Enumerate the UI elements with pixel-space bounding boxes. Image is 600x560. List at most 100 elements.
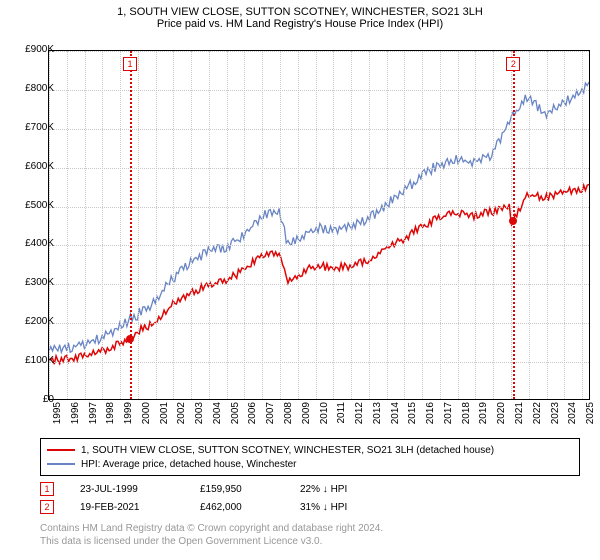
x-axis-label: 2012 — [354, 402, 365, 432]
sale-price: £462,000 — [200, 502, 300, 513]
sale-badge: 2 — [40, 500, 54, 514]
x-axis-label: 2017 — [443, 402, 454, 432]
gridline-vertical — [351, 51, 352, 399]
footer-attribution: Contains HM Land Registry data © Crown c… — [40, 522, 383, 548]
sale-row: 219-FEB-2021£462,00031% ↓ HPI — [40, 498, 400, 516]
chart-plot-area: 12 — [48, 50, 590, 400]
x-axis-label: 2015 — [407, 402, 418, 432]
y-axis-label: £900K — [8, 44, 54, 55]
sale-marker-dot — [126, 335, 134, 343]
gridline-vertical — [102, 51, 103, 399]
y-axis-label: £300K — [8, 277, 54, 288]
y-axis-label: £200K — [8, 316, 54, 327]
x-axis-label: 2008 — [283, 402, 294, 432]
sale-marker-badge: 1 — [123, 57, 137, 71]
chart-title-block: 1, SOUTH VIEW CLOSE, SUTTON SCOTNEY, WIN… — [0, 0, 600, 32]
sale-date: 23-JUL-1999 — [80, 484, 200, 495]
gridline-vertical — [49, 51, 50, 399]
gridline-vertical — [440, 51, 441, 399]
legend-swatch — [47, 449, 75, 451]
sale-vs-hpi: 22% ↓ HPI — [300, 484, 400, 495]
gridline-vertical — [333, 51, 334, 399]
x-axis-label: 2004 — [212, 402, 223, 432]
gridline-vertical — [529, 51, 530, 399]
x-axis-label: 2003 — [194, 402, 205, 432]
gridline-vertical — [511, 51, 512, 399]
gridline-vertical — [458, 51, 459, 399]
x-axis-label: 1998 — [105, 402, 116, 432]
gridline-vertical — [404, 51, 405, 399]
y-axis-label: £800K — [8, 83, 54, 94]
sale-price: £159,950 — [200, 484, 300, 495]
gridline-vertical — [85, 51, 86, 399]
x-axis-label: 2024 — [567, 402, 578, 432]
gridline-vertical — [493, 51, 494, 399]
gridline-vertical — [422, 51, 423, 399]
x-axis-label: 2021 — [514, 402, 525, 432]
gridline-vertical — [316, 51, 317, 399]
gridline-vertical — [138, 51, 139, 399]
x-axis-label: 2020 — [496, 402, 507, 432]
sale-marker-badge: 2 — [506, 57, 520, 71]
x-axis-label: 2014 — [390, 402, 401, 432]
gridline-vertical — [191, 51, 192, 399]
x-axis-label: 2025 — [585, 402, 596, 432]
gridline-vertical — [369, 51, 370, 399]
sale-badge: 1 — [40, 482, 54, 496]
x-axis-label: 1995 — [52, 402, 63, 432]
legend-item: 1, SOUTH VIEW CLOSE, SUTTON SCOTNEY, WIN… — [47, 443, 573, 457]
gridline-vertical — [156, 51, 157, 399]
sale-row: 1 23-JUL-1999£159,95022% ↓ HPI — [40, 480, 400, 498]
gridline-vertical — [209, 51, 210, 399]
y-axis-label: £100K — [8, 355, 54, 366]
legend: 1, SOUTH VIEW CLOSE, SUTTON SCOTNEY, WIN… — [40, 438, 580, 476]
sale-marker-dot — [509, 217, 517, 225]
x-axis-label: 2022 — [532, 402, 543, 432]
gridline-vertical — [244, 51, 245, 399]
footer-line-1: Contains HM Land Registry data © Crown c… — [40, 522, 383, 535]
x-axis-label: 1996 — [70, 402, 81, 432]
gridline-vertical — [67, 51, 68, 399]
gridline-vertical — [173, 51, 174, 399]
y-axis-label: £500K — [8, 200, 54, 211]
legend-label: HPI: Average price, detached house, Winc… — [81, 459, 297, 470]
sales-table: 1 23-JUL-1999£159,95022% ↓ HPI 219-FEB-202… — [40, 480, 400, 516]
gridline-vertical — [582, 51, 583, 399]
y-axis-label: £600K — [8, 161, 54, 172]
x-axis-label: 2019 — [478, 402, 489, 432]
legend-label: 1, SOUTH VIEW CLOSE, SUTTON SCOTNEY, WIN… — [81, 445, 494, 456]
x-axis-label: 1997 — [88, 402, 99, 432]
x-axis-label: 2023 — [550, 402, 561, 432]
sale-marker-line — [130, 51, 132, 399]
y-axis-label: £0 — [8, 394, 54, 405]
gridline-vertical — [475, 51, 476, 399]
title-line-2: Price paid vs. HM Land Registry's House … — [0, 18, 600, 30]
gridline-vertical — [387, 51, 388, 399]
y-axis-label: £700K — [8, 122, 54, 133]
footer-line-2: This data is licensed under the Open Gov… — [40, 535, 383, 548]
gridline-vertical — [262, 51, 263, 399]
x-axis-label: 2007 — [265, 402, 276, 432]
gridline-vertical — [547, 51, 548, 399]
legend-swatch — [47, 463, 75, 465]
x-axis-label: 2011 — [336, 402, 347, 432]
x-axis-label: 2005 — [230, 402, 241, 432]
x-axis-label: 2016 — [425, 402, 436, 432]
x-axis-label: 2001 — [159, 402, 170, 432]
y-axis-label: £400K — [8, 238, 54, 249]
x-axis-label: 2009 — [301, 402, 312, 432]
x-axis-label: 2000 — [141, 402, 152, 432]
gridline-vertical — [280, 51, 281, 399]
x-axis-label: 2006 — [247, 402, 258, 432]
sale-vs-hpi: 31% ↓ HPI — [300, 502, 400, 513]
gridline-vertical — [298, 51, 299, 399]
gridline-vertical — [564, 51, 565, 399]
x-axis-label: 2002 — [176, 402, 187, 432]
gridline-vertical — [227, 51, 228, 399]
x-axis-label: 2018 — [461, 402, 472, 432]
sale-marker-line — [513, 51, 515, 399]
gridline-vertical — [120, 51, 121, 399]
title-line-1: 1, SOUTH VIEW CLOSE, SUTTON SCOTNEY, WIN… — [0, 6, 600, 18]
legend-item: HPI: Average price, detached house, Winc… — [47, 457, 573, 471]
x-axis-label: 2010 — [319, 402, 330, 432]
